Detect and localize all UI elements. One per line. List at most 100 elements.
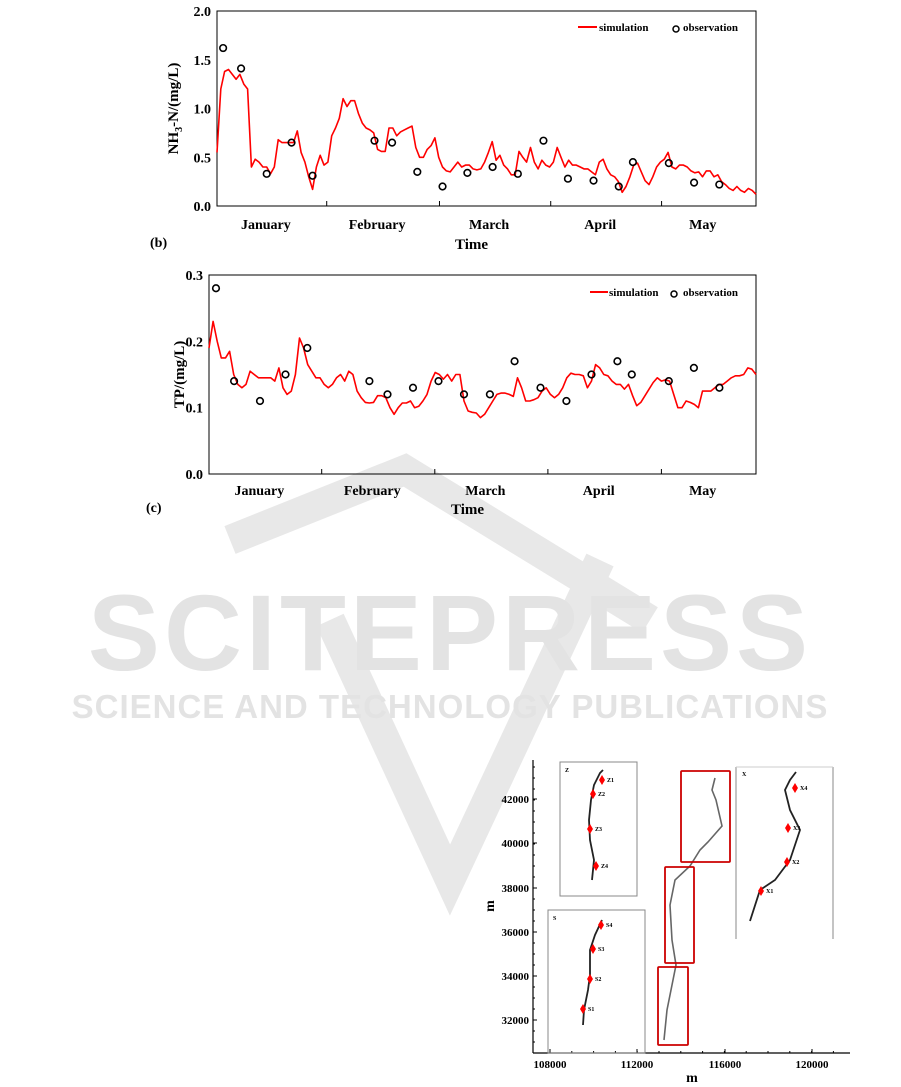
observation-point [664,159,673,168]
station-marker [587,824,593,834]
station-label: S1 [588,1007,594,1013]
panel-label: (b) [150,236,167,251]
river-main [663,777,723,1041]
observation-point [463,168,472,177]
station-label: Z1 [607,778,614,784]
chart-river-map: 108000 112000 116000 120000 32000 34000 36000 3… [483,760,850,1086]
x-tick-label: 108000 [534,1059,568,1071]
station-marker [590,789,596,799]
inset-x-frame [735,766,834,939]
legend: simulation observation [578,22,738,34]
observation-point [255,396,265,406]
station-marker [785,823,791,833]
observation-point [715,180,724,189]
station-marker [587,974,593,984]
x-tick-label: 120000 [796,1059,830,1071]
observation-point [589,176,598,185]
x-month-label: February [344,484,401,499]
y-tick-label: 38000 [502,883,530,895]
legend-observation-marker [670,290,678,298]
x-month-label: April [583,484,615,499]
x-month-label: January [234,484,284,499]
y-tick-label: 2.0 [194,5,212,20]
observation-point [689,178,699,187]
y-tick-label: 32000 [502,1015,530,1027]
y-axis-title: m [483,900,498,912]
y-tick-label: 34000 [502,971,530,983]
observation-point [689,363,698,372]
y-tick-label: 0.5 [194,151,212,166]
y-axis-title-subscript: 3 [174,127,185,132]
simulation-line [216,68,757,195]
inset-z: Z Z1 Z2 Z3 Z4 [559,761,638,897]
station-label: Z3 [595,827,602,833]
x-month-label: April [584,218,616,233]
observation-point [614,182,623,191]
x-month-label: May [689,484,716,499]
station-marker [593,861,599,871]
station-marker [599,775,605,785]
simulation-line [208,320,757,419]
station-label: Z4 [601,864,608,870]
station-label: X2 [792,860,799,866]
legend-simulation-label: simulation [599,22,649,34]
station-label: X1 [766,889,773,895]
y-tick-label: 40000 [502,838,530,850]
station-label: S4 [606,923,612,929]
inset-label: Z [565,768,569,774]
x-tick-label: 112000 [621,1059,654,1071]
y-tick-label: 0.0 [194,200,212,215]
x-axis-title: m [686,1071,698,1086]
station-label: Z2 [598,792,605,798]
plot-frame [216,10,757,207]
observation-point [262,169,271,178]
observation-point [236,64,246,73]
x-month-label: March [465,484,505,499]
chart-tp: 0.0 0.1 0.2 0.3 January February March April May… [146,269,757,518]
y-axis-title-part: -N/(mg/L) [166,63,182,127]
y-tick-label: 36000 [502,927,530,939]
station-label: S3 [598,947,604,953]
x-month-label: February [349,218,406,233]
observation-point [715,383,724,392]
observation-point [211,284,221,293]
x-month-label: May [689,218,716,233]
station-label: X3 [793,826,800,832]
inset-label: S [553,916,557,922]
highlight-box [680,770,731,863]
legend-simulation-label: simulation [609,287,659,299]
observation-point [281,370,290,379]
x-axis-title: Time [455,237,488,253]
station-label: X4 [800,786,807,792]
inset-river [588,769,604,881]
chart-nh3n: 0.0 0.5 1.0 1.5 2.0 January February March April… [150,5,757,253]
observation-point [303,343,312,353]
station-marker [598,920,604,930]
y-tick-label: 1.5 [194,54,212,69]
watermark-logo-shape [224,453,658,916]
observation-point [287,138,296,147]
observation-point [664,377,673,386]
x-axis-title: Time [451,502,484,518]
observation-point [628,158,638,167]
highlight-box [664,866,695,964]
y-axis-title-part: NH [166,131,182,154]
observation-point [434,377,443,386]
inset-x: X X1 X2 X3 X4 [742,771,807,922]
inset-frame [559,761,638,897]
inset-river [749,771,801,922]
y-axis-title: TP/(mg/L) [172,341,188,409]
observation-point [219,43,228,53]
observation-point [459,390,469,399]
station-marker [580,1004,586,1014]
inset-s: S S1 S2 S3 S4 [547,909,646,1054]
station-marker [792,783,798,793]
observation-point [370,136,379,145]
station-marker [758,886,764,896]
legend-observation-marker [672,25,680,33]
observation-point [513,169,522,178]
y-tick-label: 0.1 [186,402,204,417]
observation-point [563,174,573,183]
observation-point [413,167,422,176]
station-label: S2 [595,977,601,983]
